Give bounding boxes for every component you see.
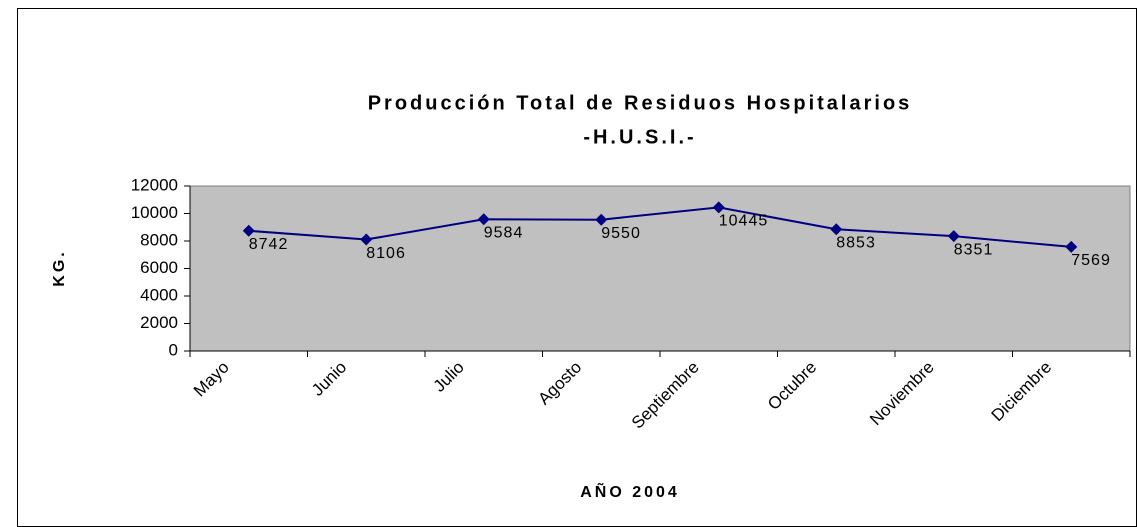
- y-tick-label: 2000: [140, 313, 178, 332]
- point: [477, 213, 490, 226]
- data-label: 9584: [484, 224, 524, 241]
- y-tick-label: 12000: [131, 175, 178, 194]
- point: [947, 230, 960, 243]
- data-label: 9550: [601, 225, 641, 242]
- data-label: 8351: [954, 241, 994, 258]
- point: [712, 201, 725, 214]
- y-tick-label: 4000: [140, 285, 178, 304]
- chart-title: -H.U.S.I.-: [583, 126, 696, 148]
- point: [595, 213, 608, 226]
- line: [248, 206, 1072, 248]
- plot-area: [189, 185, 1131, 352]
- y-tick-label: 8000: [140, 230, 178, 249]
- point: [830, 223, 843, 236]
- y-tick-label: 6000: [140, 258, 178, 277]
- chart-title: Producción Total de Residuos Hospitalari…: [368, 92, 913, 114]
- y-axis-title: KG.: [51, 249, 68, 286]
- data-label: 8853: [836, 234, 876, 251]
- data-label: 8106: [366, 245, 406, 262]
- x-axis-title: AÑO 2004: [580, 481, 680, 501]
- data-label: 10445: [719, 213, 769, 230]
- data-label: 8742: [249, 236, 289, 253]
- y-tick-label: 10000: [131, 203, 178, 222]
- data-label: 7569: [1071, 252, 1111, 269]
- point: [242, 224, 255, 237]
- point: [1065, 240, 1078, 253]
- y-tick-label: 0: [169, 340, 178, 359]
- point: [360, 233, 373, 246]
